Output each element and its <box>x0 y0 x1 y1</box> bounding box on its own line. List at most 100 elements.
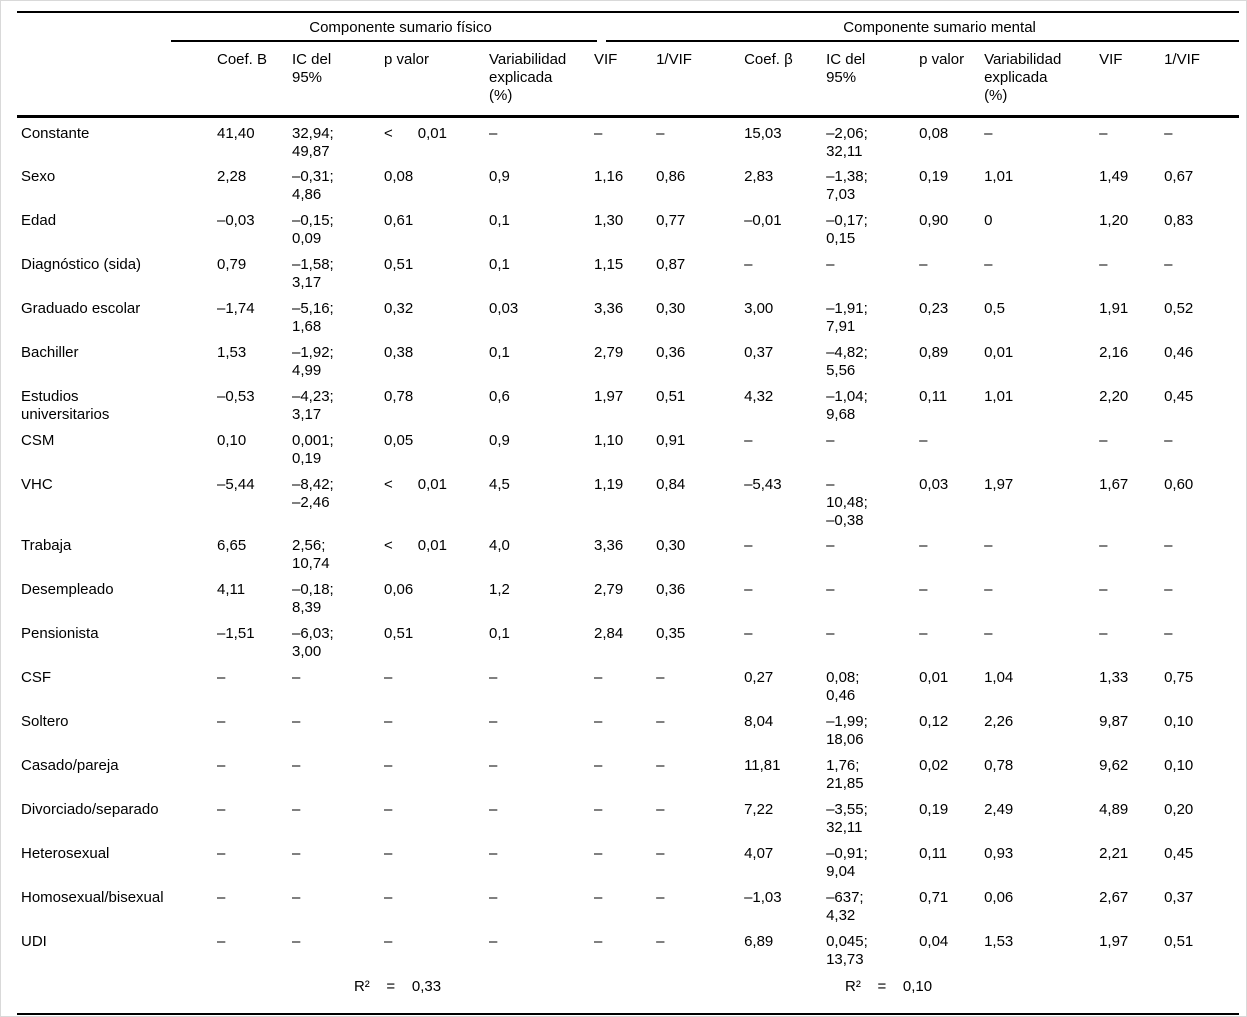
table-row: Homosexual/bisexual – – – – – – –1,03 –637; 4,32… <box>17 882 1239 926</box>
cell: 0,1 <box>489 255 510 273</box>
cell: – <box>826 580 835 598</box>
cell: – <box>489 844 498 862</box>
cell: 1,67 <box>1099 475 1129 493</box>
cell: 0,77 <box>656 211 686 229</box>
cell: – <box>292 800 301 818</box>
cell: 1,20 <box>1099 211 1129 229</box>
cell: – <box>489 932 498 950</box>
cell: 0,06 <box>984 888 1014 906</box>
cell: < 0,01 <box>384 124 447 142</box>
cell: 0,78 <box>984 756 1014 774</box>
cell: 0,45 <box>1164 844 1194 862</box>
cell: 3,36 <box>594 536 624 554</box>
cell: 1,01 <box>984 167 1014 185</box>
cell: 4,0 <box>489 536 510 554</box>
cell: 2,79 <box>594 343 624 361</box>
row-label: Divorciado/separado <box>21 800 159 818</box>
cell: 0,75 <box>1164 668 1194 686</box>
cell: – <box>984 536 993 554</box>
cell: 0,27 <box>744 668 774 686</box>
cell: –5,43 <box>744 475 782 493</box>
table-row: Trabaja 6,65 2,56; 10,74 < 0,01 4,0 3,36 0,30 –… <box>17 530 1239 574</box>
cell: 1,97 <box>984 475 1014 493</box>
cell: 0,51 <box>384 255 414 273</box>
cell: 2,83 <box>744 167 774 185</box>
cell: – <box>826 431 835 449</box>
row-label: CSF <box>21 668 51 686</box>
cell: –0,17; 0,15 <box>826 211 868 247</box>
cell: – <box>1099 536 1108 554</box>
cell: –5,16; 1,68 <box>292 299 334 335</box>
column-header: IC del 95% <box>292 42 384 118</box>
cell: 9,87 <box>1099 712 1129 730</box>
cell: – <box>594 668 603 686</box>
cell: – <box>919 536 928 554</box>
cell: –0,53 <box>217 387 255 405</box>
cell: 0,36 <box>656 343 686 361</box>
cell: –1,04; 9,68 <box>826 387 868 423</box>
cell: 2,56; 10,74 <box>292 536 330 572</box>
cell: – <box>744 255 753 273</box>
table-row: Sexo 2,28 –0,31; 4,86 0,08 0,9 1,16 0,86 2,83 –1… <box>17 161 1239 205</box>
cell: – <box>489 756 498 774</box>
row-label: Edad <box>21 211 57 229</box>
cell: –1,51 <box>217 624 255 642</box>
row-label: Desempleado <box>21 580 114 598</box>
column-header: Coef. B <box>217 42 292 118</box>
cell: 2,79 <box>594 580 624 598</box>
cell: 0,01 <box>984 343 1014 361</box>
table-row: Estudios universitarios –0,53 –4,23; 3,17 0… <box>17 381 1239 425</box>
column-header: VIF <box>1099 42 1165 118</box>
cell: 0,9 <box>489 167 510 185</box>
cell: 2,84 <box>594 624 624 642</box>
cell: 0,87 <box>656 255 686 273</box>
r2-fisico: R² = 0,33 <box>353 977 442 995</box>
cell: –1,03 <box>744 888 782 906</box>
cell: 1,49 <box>1099 167 1129 185</box>
cell: 0,1 <box>489 211 510 229</box>
cell: – <box>1099 431 1108 449</box>
column-header: VIF <box>594 42 657 118</box>
cell: –1,92; 4,99 <box>292 343 334 379</box>
cell: – <box>1164 536 1173 554</box>
table-row: VHC –5,44 –8,42; –2,46 < 0,01 4,5 1,19 0,84 –5,… <box>17 469 1239 530</box>
cell: –1,58; 3,17 <box>292 255 334 291</box>
cell: – <box>984 580 993 598</box>
cell: 0,23 <box>919 299 949 317</box>
cell: 0,51 <box>1164 932 1194 950</box>
cell: 0,045; 13,73 <box>826 932 868 968</box>
cell: – <box>489 124 498 142</box>
column-header: Coef. β <box>744 42 827 118</box>
cell: 0,52 <box>1164 299 1194 317</box>
cell: –637; 4,32 <box>826 888 864 924</box>
cell: 6,89 <box>744 932 774 950</box>
cell: 0,04 <box>919 932 949 950</box>
cell: 0,01 <box>919 668 949 686</box>
table-row: Diagnóstico (sida) 0,79 –1,58; 3,17 0,51 0,1… <box>17 249 1239 293</box>
cell: –2,06; 32,11 <box>826 124 868 160</box>
cell: – <box>292 712 301 730</box>
cell: 1,97 <box>594 387 624 405</box>
cell: 0,84 <box>656 475 686 493</box>
cell: 0,12 <box>919 712 949 730</box>
cell: 0,19 <box>919 167 949 185</box>
cell: – <box>919 624 928 642</box>
cell: – <box>217 932 226 950</box>
cell: – <box>1164 255 1173 273</box>
cell: – <box>656 668 665 686</box>
cell: 1,30 <box>594 211 624 229</box>
cell: 11,81 <box>744 756 781 774</box>
cell: – 10,48; –0,38 <box>826 475 868 529</box>
cell: – <box>384 844 393 862</box>
cell: 0 <box>984 211 993 229</box>
cell <box>984 425 1099 469</box>
cell: –1,99; 18,06 <box>826 712 868 748</box>
cell: 0,46 <box>1164 343 1194 361</box>
cell: – <box>1099 124 1108 142</box>
cell: 0,11 <box>919 844 948 862</box>
table-row: Pensionista –1,51 –6,03; 3,00 0,51 0,1 2,84 0,… <box>17 618 1239 662</box>
cell: 0,06 <box>384 580 414 598</box>
r2-footer-row: R² = 0,33 R² = 0,10 <box>17 970 1239 1014</box>
cell: – <box>217 668 226 686</box>
cell: 0,38 <box>384 343 414 361</box>
